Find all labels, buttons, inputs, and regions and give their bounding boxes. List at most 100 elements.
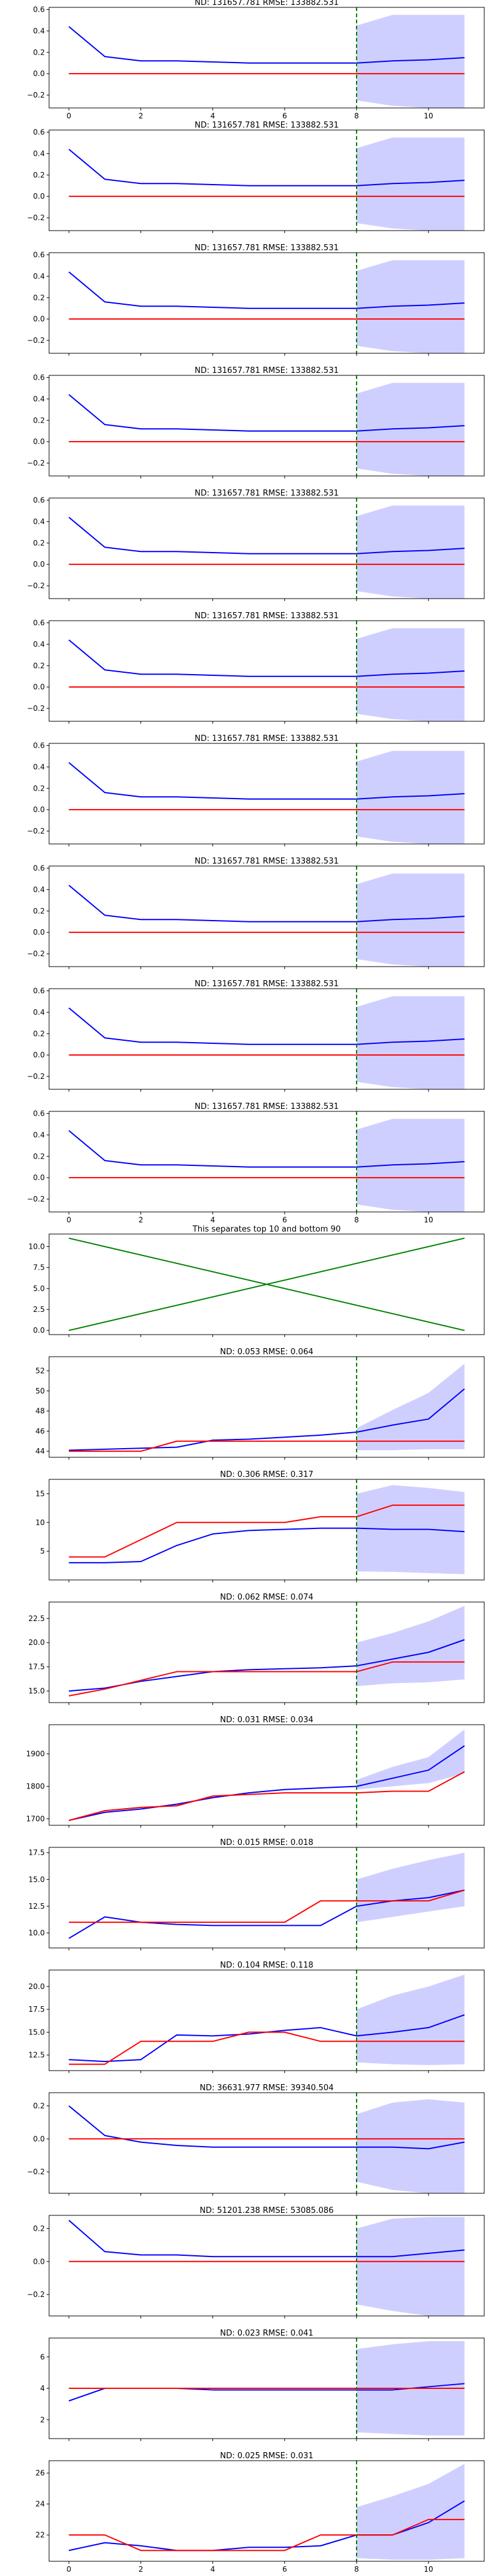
prediction-line [68,516,465,554]
prediction-line [68,271,465,309]
prediction-line [69,1745,465,1822]
y-tick-label: 0.4 [33,26,45,35]
y-tick-label: 0.2 [33,661,45,670]
y-tick-label: 0.6 [33,250,45,259]
x-tick-label: 0 [66,112,71,120]
chart-title: ND: 131657.781 RMSE: 133882.531 [195,1102,339,1111]
chart-panel-6: ND: 131657.781 RMSE: 133882.531 −0.2 0.0 0.… [27,611,485,724]
chart-title: ND: 131657.781 RMSE: 133882.531 [195,857,339,866]
prediction-line [68,148,465,186]
y-tick-label: 0.2 [33,784,45,792]
uncertainty-band [356,2099,465,2193]
chart-title: ND: 0.015 RMSE: 0.018 [220,1838,313,1847]
y-tick-label: 0.6 [33,128,45,136]
y-tick-label: 10.0 [28,1243,45,1251]
chart-title: ND: 36631.977 RMSE: 39340.504 [199,2083,333,2093]
y-tick-label: 6 [40,2353,45,2361]
axes-frame [48,620,485,722]
y-tick-label: −0.2 [27,459,45,467]
y-tick-label: 10.0 [28,1929,45,1938]
y-tick-label: 0.2 [33,2225,45,2233]
y-tick-label: −0.2 [27,949,45,958]
prediction-line [68,884,465,922]
y-tick-label: 12.5 [28,1902,45,1911]
chart-title: ND: 0.104 RMSE: 0.118 [220,1961,313,1970]
y-tick-label: 20.0 [28,1982,45,1991]
y-tick-label: 0.2 [33,1152,45,1160]
chart-panel-9: ND: 131657.781 RMSE: 133882.531 −0.2 0.0 0.… [27,979,485,1092]
y-tick-label: 0.4 [33,640,45,648]
chart-title: ND: 0.031 RMSE: 0.034 [220,1715,313,1725]
chart-title: ND: 51201.238 RMSE: 53085.086 [199,2206,333,2215]
y-tick-label: −0.2 [27,827,45,835]
x-tick-label: 10 [424,112,433,120]
axes-frame [48,2460,485,2562]
chart-panel-4: ND: 131657.781 RMSE: 133882.531 −0.2 0.0 0.… [27,366,485,478]
y-tick-label: −0.2 [27,2290,45,2299]
y-tick-label: −0.2 [27,1195,45,1203]
y-tick-label: 0.0 [33,1173,45,1182]
y-tick-label: 17.5 [28,2005,45,2014]
axes-frame [48,988,485,1090]
y-tick-label: 0.2 [33,1029,45,1038]
axes-frame [48,252,485,354]
x-tick-label: 4 [211,2565,215,2574]
y-tick-label: 0.6 [33,373,45,381]
uncertainty-band [356,1729,465,1790]
prediction-line [69,1527,465,1563]
chart-title: ND: 0.025 RMSE: 0.031 [220,2451,313,2461]
axes-frame [48,2215,485,2317]
uncertainty-band [356,383,465,476]
chart-panel-7: ND: 131657.781 RMSE: 133882.531 −0.2 0.0 0.… [27,734,485,846]
y-tick-label: 2 [40,2415,45,2424]
axes-frame [48,1233,485,1335]
y-tick-label: 0.0 [33,928,45,937]
chart-title: ND: 131657.781 RMSE: 133882.531 [195,734,339,743]
chart-title: ND: 131657.781 RMSE: 133882.531 [195,121,339,130]
prediction-line [68,394,465,432]
axes-frame [48,865,485,967]
y-tick-label: 0.0 [33,1326,45,1335]
axes-frame [48,7,485,109]
y-tick-label: 4 [40,2384,45,2393]
chart-title: ND: 131657.781 RMSE: 133882.531 [195,489,339,498]
y-tick-label: 50 [36,1387,45,1395]
y-tick-label: 1900 [26,1750,45,1758]
y-tick-label: 0.0 [33,1051,45,1059]
chart-panel-18: ND: 36631.977 RMSE: 39340.504 −0.2 0.0 0.2 [27,2083,485,2196]
y-tick-label: 17.5 [28,1849,45,1857]
uncertainty-band [356,137,465,231]
y-tick-label: 17.5 [28,1663,45,1671]
separator-line [69,1237,465,1332]
uncertainty-band [356,1852,465,1923]
actual-line [69,1505,465,1558]
axes-frame [48,375,485,477]
chart-panel-19: ND: 51201.238 RMSE: 53085.086 −0.2 0.0 0.2 [27,2206,485,2318]
y-tick-label: 24 [36,2500,45,2509]
chart-title: ND: 0.062 RMSE: 0.074 [220,1593,313,1602]
y-tick-label: 0.6 [33,864,45,872]
y-tick-label: 22.5 [28,1614,45,1623]
y-tick-label: 0.4 [33,517,45,526]
chart-title: ND: 131657.781 RMSE: 133882.531 [195,0,339,7]
y-tick-label: 7.5 [33,1263,45,1272]
y-tick-label: −0.2 [27,213,45,222]
y-tick-label: 0.6 [33,741,45,749]
x-tick-label: 8 [354,112,359,120]
y-tick-label: −0.2 [27,704,45,713]
y-tick-label: 0.4 [33,885,45,894]
actual-line [69,2518,465,2551]
chart-panel-17: ND: 0.104 RMSE: 0.118 12.5 15.0 17.5 20.0 [28,1961,485,2073]
chart-panel-15: ND: 0.031 RMSE: 0.034 1700 1800 1900 [26,1715,485,1828]
chart-title: ND: 131657.781 RMSE: 133882.531 [195,979,339,989]
y-tick-label: 0.6 [33,496,45,504]
chart-title: ND: 0.053 RMSE: 0.064 [220,1347,313,1357]
uncertainty-band [356,873,465,967]
axes-frame [48,2092,485,2194]
uncertainty-band [356,2464,465,2560]
x-tick-label: 8 [354,2565,359,2574]
chart-panel-20: ND: 0.023 RMSE: 0.041 2 4 6 [40,2329,485,2441]
uncertainty-band [356,505,465,599]
uncertainty-band [356,1606,465,1687]
y-tick-label: 0.0 [33,2257,45,2266]
